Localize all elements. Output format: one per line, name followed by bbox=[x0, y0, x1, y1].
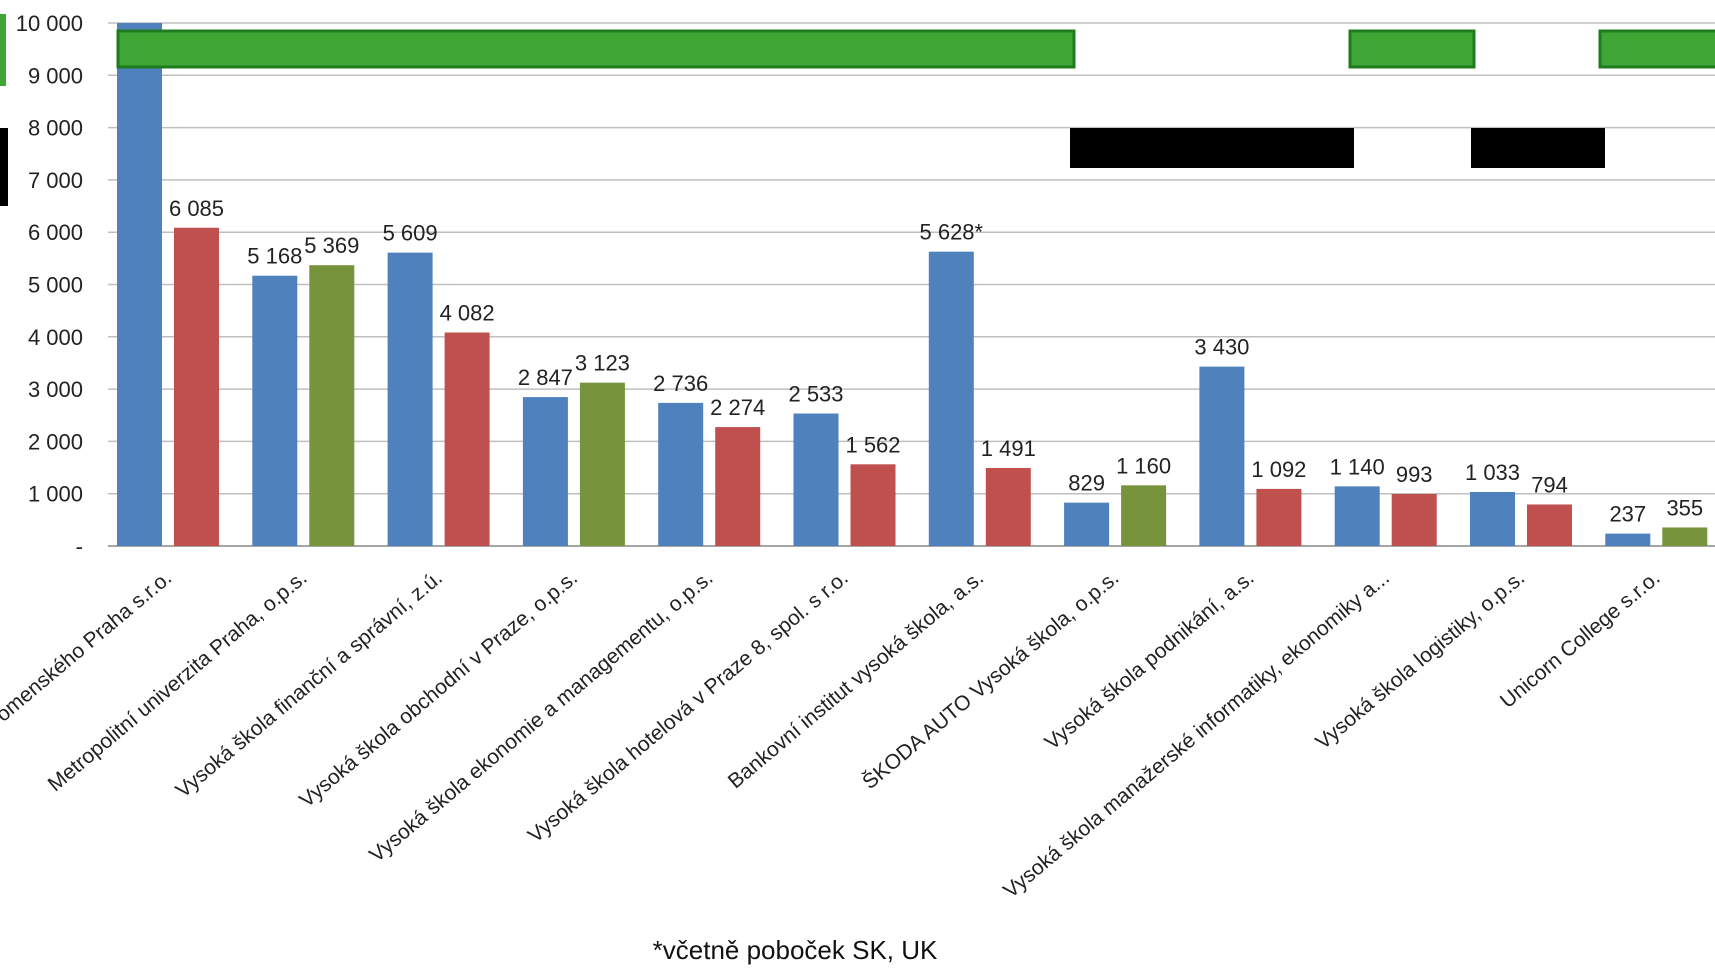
y-tick-label: 3 000 bbox=[28, 377, 83, 402]
bar-value-label: 2 847 bbox=[518, 365, 573, 390]
bar-value-label: 355 bbox=[1666, 495, 1703, 520]
y-tick-label: 5 000 bbox=[28, 273, 83, 298]
bar-value-label: 794 bbox=[1531, 472, 1568, 497]
bar-value-label: 1 491 bbox=[981, 436, 1036, 461]
bar bbox=[1391, 494, 1437, 546]
bar bbox=[1334, 486, 1380, 546]
bar bbox=[715, 427, 761, 546]
bar bbox=[928, 251, 974, 547]
x-category-label: Vysoká škola obchodní v Praze, o.p.s. bbox=[295, 566, 582, 812]
bar bbox=[1470, 491, 1515, 546]
bar bbox=[1605, 533, 1651, 546]
bar-value-label: 2 736 bbox=[653, 371, 708, 396]
left-edge-black-marker bbox=[0, 128, 8, 206]
bar bbox=[1256, 488, 1302, 546]
y-tick-label: 8 000 bbox=[28, 116, 83, 141]
bar bbox=[174, 227, 219, 546]
y-tick-label: 2 000 bbox=[28, 429, 83, 454]
bar bbox=[1662, 527, 1708, 546]
bar-value-label: 2 533 bbox=[788, 382, 843, 407]
bar-value-label: 829 bbox=[1068, 471, 1105, 496]
bar-value-label: 237 bbox=[1609, 502, 1646, 527]
y-tick-label: 7 000 bbox=[28, 168, 83, 193]
bar bbox=[1527, 504, 1572, 546]
black-overlay-block bbox=[1070, 128, 1354, 168]
bar-value-label: 2 274 bbox=[710, 395, 765, 420]
bar-value-label: 1 562 bbox=[845, 432, 900, 457]
gridlines bbox=[108, 22, 1715, 547]
left-edge-green-marker bbox=[0, 14, 6, 86]
bar-value-label: 5 168 bbox=[247, 244, 302, 269]
bar-value-label: 1 160 bbox=[1116, 453, 1171, 478]
green-overlay-block bbox=[1348, 29, 1476, 69]
y-tick-label: 1 000 bbox=[28, 482, 83, 507]
x-category-label: Bankovní institut vysoká škola, a.s. bbox=[724, 566, 988, 793]
bars bbox=[117, 23, 1708, 547]
y-tick-label: - bbox=[76, 534, 83, 559]
y-tick-label: 9 000 bbox=[28, 63, 83, 88]
bar-value-label: 1 092 bbox=[1251, 457, 1306, 482]
bar bbox=[309, 265, 355, 546]
green-overlay-block bbox=[1598, 29, 1715, 69]
y-tick-label: 10 000 bbox=[16, 11, 83, 36]
bar bbox=[522, 397, 568, 546]
bar bbox=[658, 402, 704, 546]
y-axis-tick-labels: - 1 000 2 000 3 000 4 000 5 000 6 000 7 000 8 00… bbox=[16, 11, 83, 559]
bar-value-label: 5 628* bbox=[919, 220, 983, 245]
bar bbox=[793, 413, 839, 546]
bar-value-label: 6 085 bbox=[169, 196, 224, 221]
bar-value-label: 5 609 bbox=[383, 221, 438, 246]
bar bbox=[579, 382, 625, 546]
bar bbox=[850, 464, 896, 546]
bar-value-label: 1 033 bbox=[1465, 460, 1520, 485]
bar bbox=[444, 332, 490, 546]
bar bbox=[1199, 366, 1245, 546]
black-overlay-block bbox=[1471, 128, 1605, 168]
x-axis-category-labels: omenského Praha s.r.o.Metropolitní unive… bbox=[0, 566, 1665, 902]
x-category-label: Vysoká škola finanční a správní, z.ú. bbox=[172, 566, 447, 802]
x-category-label: Vysoká škola podnikání, a.s. bbox=[1041, 566, 1259, 754]
bar bbox=[1064, 502, 1110, 546]
bar-value-label: 5 369 bbox=[304, 233, 359, 258]
y-tick-label: 4 000 bbox=[28, 325, 83, 350]
bar-value-label: 3 430 bbox=[1194, 335, 1249, 360]
bar bbox=[252, 275, 298, 546]
bar-value-label: 1 140 bbox=[1330, 454, 1385, 479]
bar bbox=[387, 252, 433, 547]
footnote: *včetně poboček SK, UK bbox=[652, 935, 938, 965]
overlay-blocks bbox=[0, 14, 1715, 206]
bar-value-label: 3 123 bbox=[575, 351, 630, 376]
bar bbox=[985, 468, 1031, 546]
green-overlay-block bbox=[116, 29, 1076, 69]
bar bbox=[1121, 485, 1167, 546]
x-category-label: Vysoká škola hotelová v Praze 8, spol. s… bbox=[524, 566, 853, 847]
bar-value-label: 4 082 bbox=[440, 301, 495, 326]
x-category-label: ŠKODA AUTO Vysoká škola, o.p.s. bbox=[858, 566, 1123, 794]
bar bbox=[117, 23, 162, 546]
y-tick-label: 6 000 bbox=[28, 220, 83, 245]
bar-value-label: 993 bbox=[1396, 462, 1433, 487]
x-category-label: Metropolitní univerzita Praha, o.p.s. bbox=[44, 566, 312, 796]
